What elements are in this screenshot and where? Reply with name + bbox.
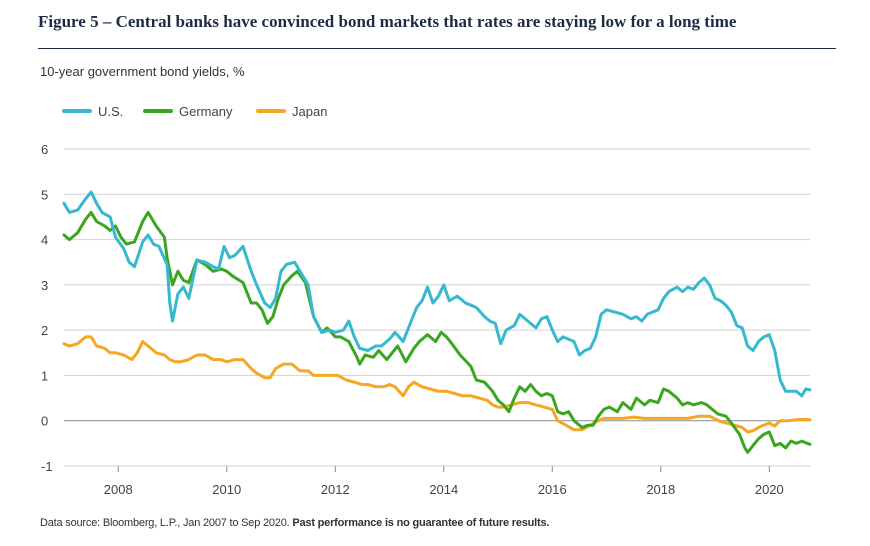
x-tick-label: 2012 xyxy=(321,482,350,497)
y-tick-label: 4 xyxy=(41,233,48,248)
legend-label: U.S. xyxy=(98,104,123,119)
y-tick-label: 5 xyxy=(41,187,48,202)
chart-title: Figure 5 – Central banks have convinced … xyxy=(38,12,737,31)
series-line-japan xyxy=(62,335,812,434)
x-tick-label: 2016 xyxy=(538,482,567,497)
legend-label: Germany xyxy=(179,104,233,119)
disclaimer-text: Past performance is no guarantee of futu… xyxy=(292,517,550,529)
x-tick-label: 2018 xyxy=(646,482,675,497)
y-tick-label: 0 xyxy=(41,414,48,429)
x-tick-label: 2014 xyxy=(429,482,458,497)
legend-label: Japan xyxy=(292,104,327,119)
series-line-germany xyxy=(62,210,812,454)
source-note: Data source: Bloomberg, L.P., Jan 2007 t… xyxy=(40,517,549,529)
y-tick-label: 1 xyxy=(41,368,48,383)
y-tick-label: 6 xyxy=(41,142,48,157)
y-tick-label: -1 xyxy=(41,459,53,474)
series-line-u-s xyxy=(62,190,812,398)
x-tick-label: 2008 xyxy=(104,482,133,497)
x-axis-ticks: 2008 2010 2012 2014 2016 2018 2020 xyxy=(104,466,784,497)
y-axis-ticks: 6 5 4 3 2 1 0 -1 xyxy=(41,142,53,474)
x-tick-label: 2020 xyxy=(755,482,784,497)
y-tick-label: 3 xyxy=(41,278,48,293)
series-lines xyxy=(62,190,812,454)
source-text: Data source: Bloomberg, L.P., Jan 2007 t… xyxy=(40,517,290,529)
gridlines xyxy=(64,148,810,467)
y-axis-label: 10-year government bond yields, % xyxy=(40,64,245,79)
x-tick-label: 2010 xyxy=(212,482,241,497)
y-tick-label: 2 xyxy=(41,323,48,338)
title-divider xyxy=(38,48,836,49)
legend: U.S. Germany Japan xyxy=(62,104,327,119)
